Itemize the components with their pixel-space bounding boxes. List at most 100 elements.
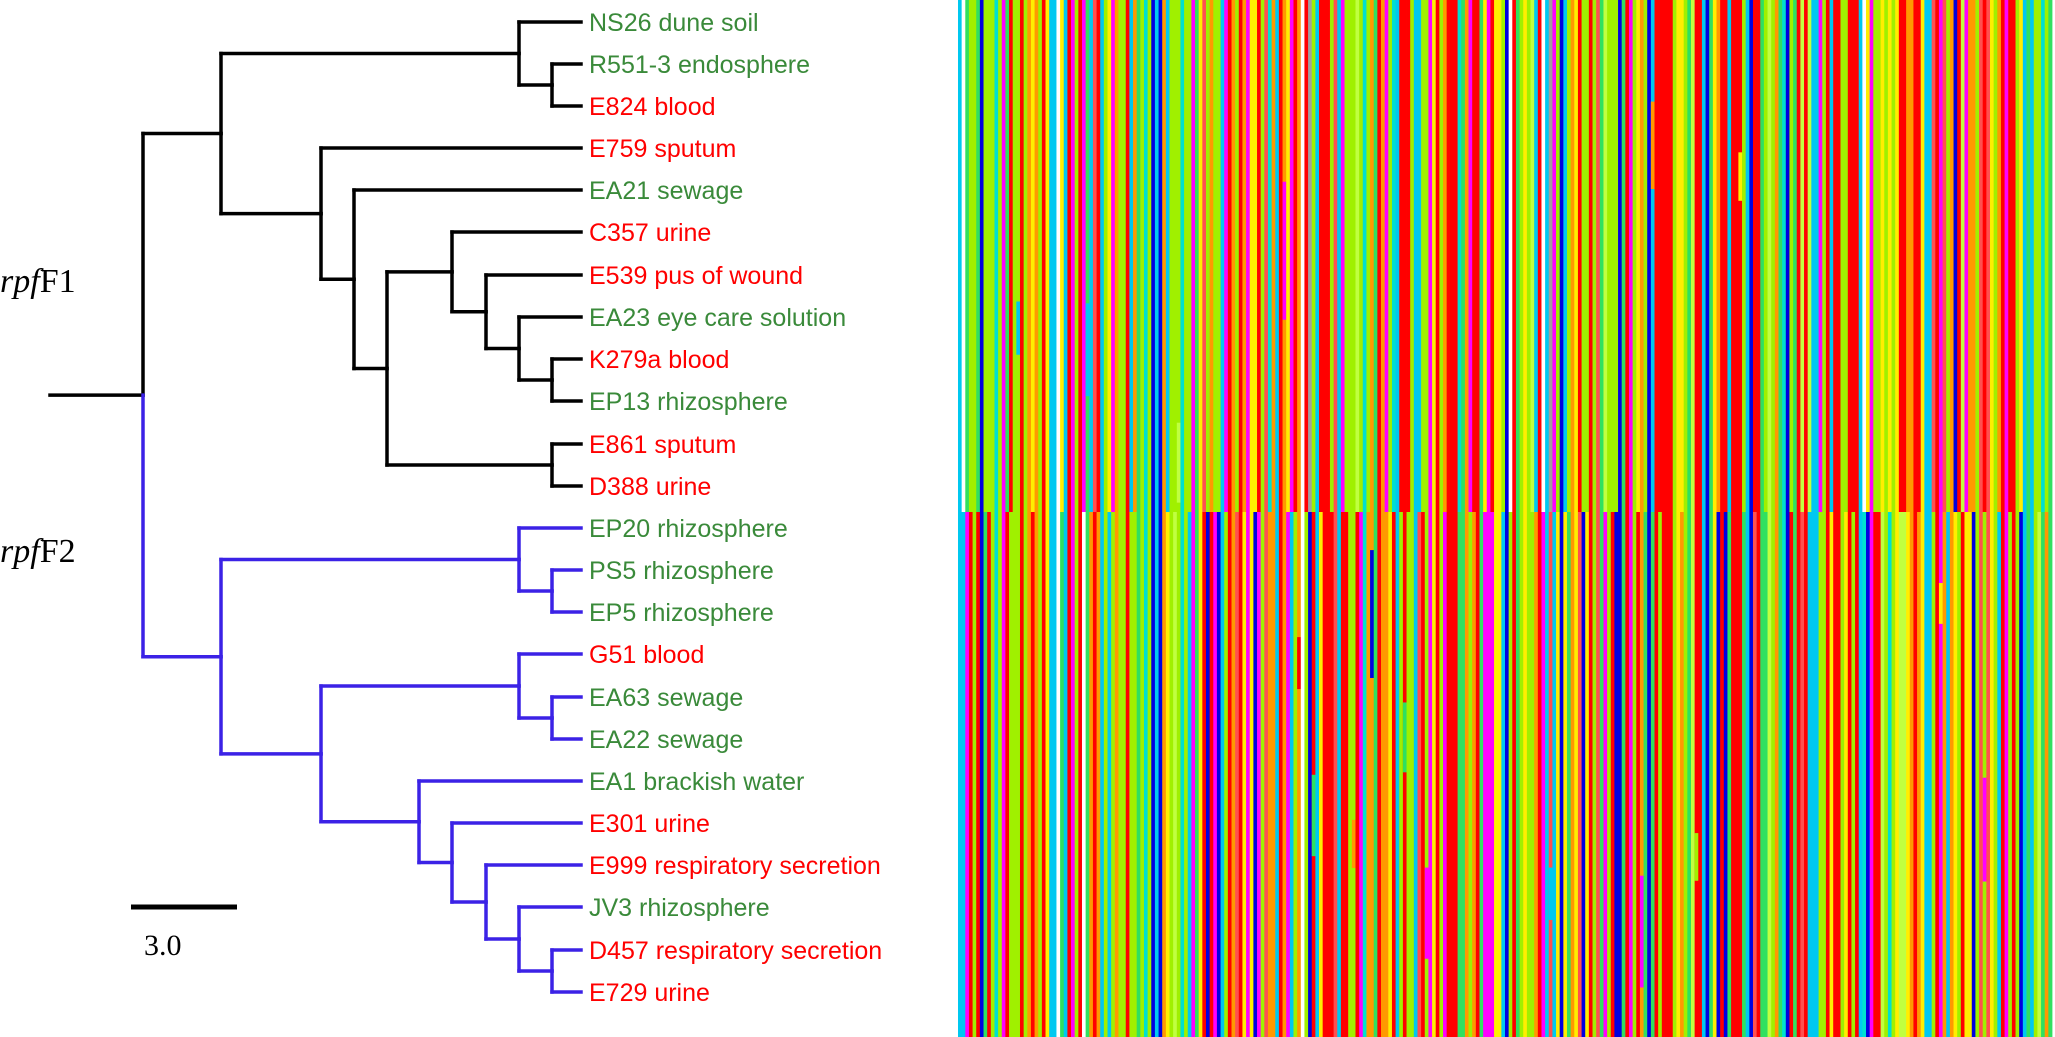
alignment-cell [1089,0,1094,512]
alignment-cell [1297,512,1302,1037]
alignment-cell [1038,512,1043,1037]
alignment-cell [1840,0,1845,512]
alignment-cell [1625,0,1630,512]
alignment-cell [1676,512,1681,1037]
alignment-cell [1045,512,1050,1037]
alignment-cell [1738,152,1743,201]
alignment-cell [1395,0,1400,512]
alignment-cell [987,0,992,512]
alignment-cell [1851,512,1856,1037]
alignment-cell [983,0,988,512]
alignment-cell [1774,512,1779,1037]
alignment-cell [1712,512,1717,1037]
alignment-cell [1267,512,1273,1037]
alignment-cell [1231,512,1236,1037]
alignment-cell [1577,512,1582,1037]
alignment-cell [1621,0,1626,512]
alignment-cell [1749,512,1754,1037]
taxon-label: EP5 rhizosphere [589,599,774,627]
alignment-cell [1446,512,1451,1037]
alignment-cell [1435,0,1440,512]
alignment-cell [1016,0,1021,512]
alignment-cell [1866,0,1871,512]
alignment-cell [1209,0,1214,512]
alignment-cell [1530,512,1535,1037]
alignment-cell [2015,512,2020,1037]
alignment-cell [1530,0,1535,512]
alignment-cell [1165,512,1170,1037]
alignment-cell [1632,0,1637,512]
alignment-cell [1687,512,1692,1037]
alignment-cell [1333,512,1338,1037]
alignment-cell [1439,512,1444,1037]
alignment-cell [1355,0,1360,512]
alignment-cell [1654,0,1659,512]
alignment-cell [1807,0,1812,512]
taxon-label: EA22 sewage [589,726,743,754]
alignment-cell [1545,512,1550,1037]
alignment-cell [1260,0,1265,512]
alignment-cell [1851,0,1856,512]
alignment-cell [1388,0,1393,512]
alignment-cell [1512,512,1517,1037]
alignment-cell [1092,0,1097,512]
alignment-cell [1413,0,1418,512]
alignment-cell [1246,0,1251,512]
alignment-cell [1205,0,1211,512]
alignment-cell [1074,512,1079,1037]
alignment-cell [1370,512,1375,1037]
taxon-label: EA23 eye care solution [589,304,846,332]
alignment-cell [1428,0,1433,512]
alignment-cell [1304,512,1309,1037]
alignment-cell [1767,0,1772,512]
alignment-cell [1876,512,1882,1037]
alignment-cell [1209,512,1214,1037]
clade-label-rpff1: rpfF1 [0,263,76,300]
alignment-cell [1457,512,1462,1037]
alignment-cell [1173,512,1178,1037]
alignment-cell [1085,303,1090,397]
alignment-cell [1975,512,1980,1037]
alignment-cell [1603,512,1608,1037]
alignment-cell [1129,0,1134,512]
alignment-cell [1650,101,1655,190]
alignment-cell [1844,512,1849,1037]
alignment-cell [1326,0,1331,512]
alignment-cell [1052,0,1057,512]
alignment-cell [2000,512,2005,1037]
alignment-cell [1796,512,1801,1037]
alignment-cell [1494,512,1499,1037]
alignment-cell [1391,0,1396,512]
alignment-cell [1800,512,1805,1037]
alignment-cell [1286,0,1291,512]
alignment-cell [1417,512,1422,1037]
alignment-cell [1672,512,1677,1037]
taxon-label: NS26 dune soil [589,9,759,37]
alignment-cell [2004,0,2009,512]
alignment-cell [1173,0,1178,512]
alignment-cell [1807,512,1812,1037]
alignment-cell [1935,512,1940,1037]
alignment-cell [1443,0,1448,512]
alignment-cell [1486,512,1491,1037]
alignment-cell [1158,0,1163,512]
alignment-cell [1796,0,1801,512]
alignment-cell [1348,0,1353,512]
alignment-cell [1971,512,1976,1037]
alignment-cell [1381,0,1386,512]
alignment-cell [1902,512,1907,1037]
alignment-cell [1898,512,1903,1037]
alignment-cell [1705,512,1710,1037]
alignment-cell [1180,0,1185,512]
alignment-cell [1855,0,1860,512]
alignment-cell [1526,0,1531,512]
alignment-cell [1078,0,1083,512]
alignment-cell [1938,512,1943,1037]
alignment-cell [1461,0,1466,512]
alignment-cell [1683,512,1688,1037]
alignment-cell [1045,0,1050,512]
alignment-cell [1953,512,1958,1037]
alignment-cell [1763,0,1768,512]
alignment-cell [1880,0,1885,512]
alignment-cell [1935,0,1940,512]
